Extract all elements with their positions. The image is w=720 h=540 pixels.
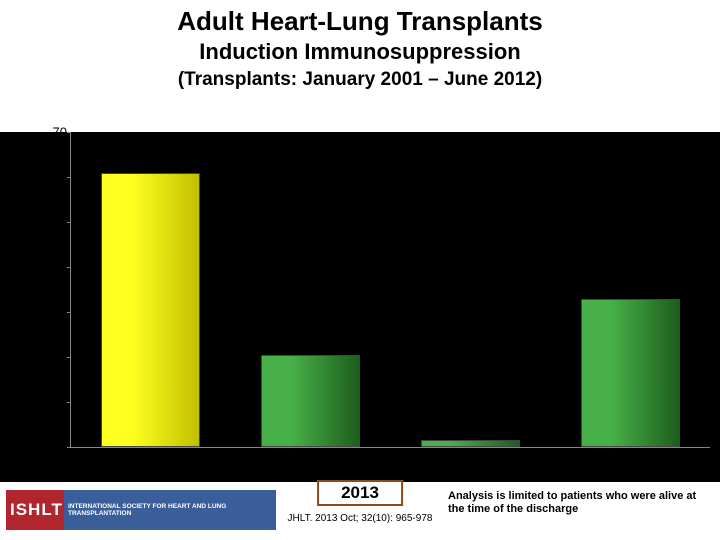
x-tick-label: Polyclonal ALG/ATG (N=68): [234, 450, 386, 481]
title-line2: Induction Immunosuppression: [0, 39, 720, 65]
y-tick-mark: [67, 447, 71, 448]
y-tick-mark: [67, 357, 71, 358]
year-box: 2013: [317, 480, 403, 506]
logo-org-text: INTERNATIONAL SOCIETY FOR HEART AND LUNG…: [68, 503, 276, 518]
y-tick-label: 60: [39, 170, 67, 185]
y-tick-mark: [67, 132, 71, 133]
citation: JHLT. 2013 Oct; 32(10): 965-978: [288, 513, 433, 524]
x-tick-label: IL-2R Antagonist (N=109): [554, 450, 706, 481]
header: Adult Heart-Lung Transplants Induction I…: [0, 0, 720, 132]
y-tick-label: 20: [39, 350, 67, 365]
y-tick-label: 40: [39, 260, 67, 275]
y-tick-mark: [67, 222, 71, 223]
x-tick-label: Any Induction (N=202): [74, 450, 226, 466]
y-tick-mark: [67, 177, 71, 178]
ishlt-logo: ISHLT INTERNATIONAL SOCIETY FOR HEART AN…: [6, 490, 276, 530]
logo-ishlt-text: ISHLT: [10, 500, 63, 520]
footer: ISHLT INTERNATIONAL SOCIETY FOR HEART AN…: [0, 482, 720, 540]
bar: [261, 355, 360, 447]
y-tick-mark: [67, 402, 71, 403]
x-tick-label: OKT3 (N=5): [394, 450, 546, 466]
subtitle: (Transplants: January 2001 – June 2012): [0, 69, 720, 91]
bar: [421, 440, 520, 447]
y-tick-mark: [67, 267, 71, 268]
y-tick-label: 70: [39, 125, 67, 140]
plot: 010203040506070: [70, 132, 710, 448]
y-tick-mark: [67, 312, 71, 313]
y-tick-label: 50: [39, 215, 67, 230]
bar: [101, 173, 200, 448]
analysis-note: Analysis is limited to patients who were…: [448, 490, 708, 516]
y-tick-label: 10: [39, 395, 67, 410]
y-axis-label: % of Patients: [4, 250, 21, 344]
title-line1: Adult Heart-Lung Transplants: [0, 6, 720, 37]
bar: [581, 299, 680, 448]
y-tick-label: 0: [39, 440, 67, 455]
slide: Adult Heart-Lung Transplants Induction I…: [0, 0, 720, 540]
y-tick-label: 30: [39, 305, 67, 320]
chart-area: % of Patients 010203040506070: [22, 132, 710, 462]
